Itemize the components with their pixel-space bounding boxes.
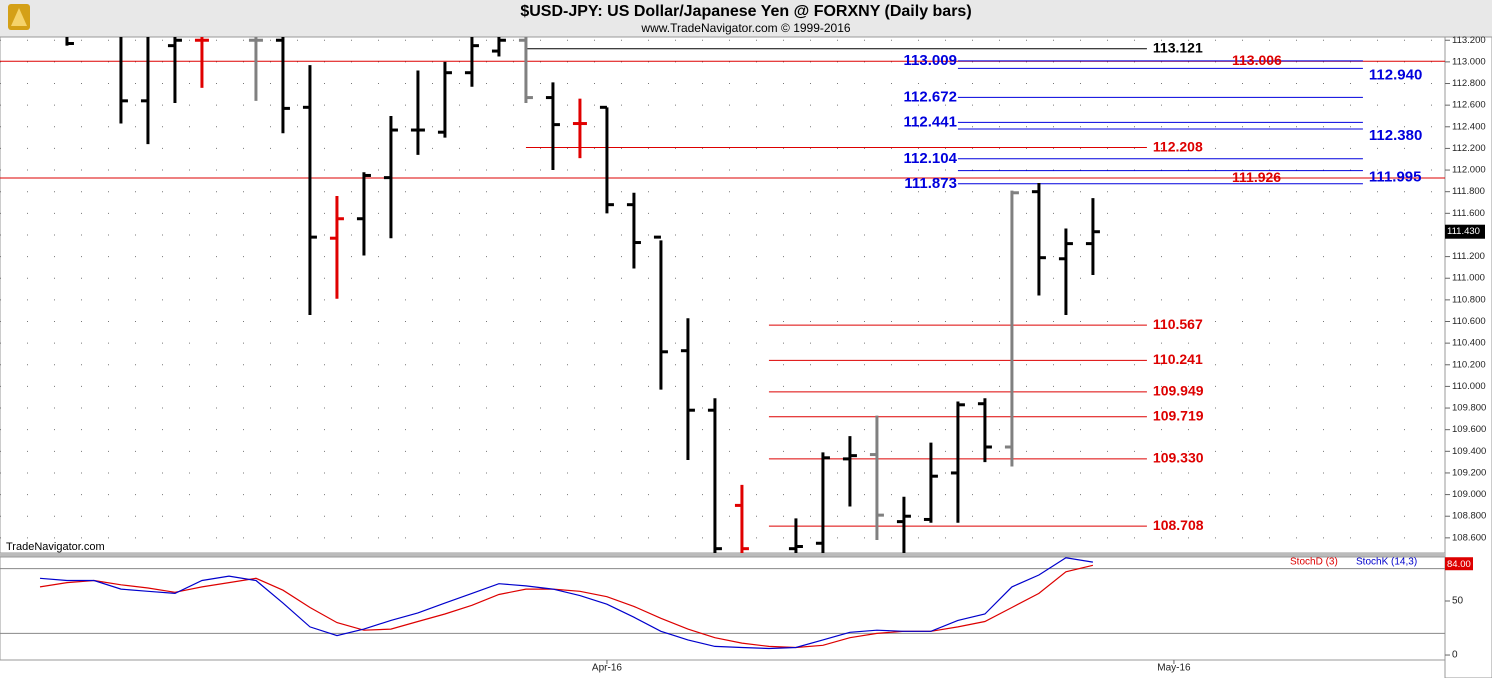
level-label: 112.380	[1369, 127, 1422, 144]
level-label: 109.949	[1153, 383, 1204, 399]
level-label: 111.873	[904, 175, 957, 192]
level-label: 113.009	[904, 52, 957, 69]
overlay: 113.200 113.000 112.800 112.600 112.400 112.2…	[592, 35, 1486, 674]
level-label: 108.708	[1153, 517, 1204, 533]
watermark: TradeNavigator.com	[6, 541, 105, 553]
level-label: 112.940	[1369, 66, 1422, 83]
y-tick-label: 112.400	[1452, 121, 1486, 132]
last-value-box	[1445, 557, 1473, 571]
level-label: 112.441	[904, 113, 957, 130]
y-tick-label: 111.000	[1452, 273, 1485, 284]
level-label: 112.104	[904, 150, 958, 167]
y-tick-label: 112.200	[1452, 143, 1486, 154]
y-tick-label: 111.800	[1452, 186, 1485, 197]
level-label: 112.208	[1153, 138, 1203, 154]
level-label: 109.330	[1153, 450, 1204, 466]
y-tick-label: 109.600	[1452, 424, 1486, 435]
header-band	[0, 0, 1492, 37]
x-tick-label: Apr-16	[592, 663, 622, 674]
y-tick-label: 113.000	[1452, 56, 1486, 67]
y-tick-label: 110.200	[1452, 359, 1486, 370]
logo	[8, 4, 30, 30]
price-plot	[0, 37, 1445, 553]
y-tick-label: 108.600	[1452, 532, 1486, 543]
y-tick-label: 113.200	[1452, 35, 1486, 46]
level-label: 110.241	[1153, 351, 1203, 367]
y-tick-label: 110.400	[1452, 338, 1486, 349]
x-tick-label: May-16	[1157, 663, 1191, 674]
level-label: 110.567	[1153, 316, 1203, 332]
y-tick-label: 111.600	[1452, 208, 1485, 219]
level-label: 109.719	[1153, 408, 1204, 424]
chart-subtitle: www.TradeNavigator.com © 1999-2016	[640, 21, 850, 35]
y-tick-label: 109.000	[1452, 489, 1486, 500]
last-price-box	[1445, 224, 1485, 239]
y-tick-label: 0	[1452, 650, 1458, 661]
right-axis	[1444, 36, 1492, 678]
price-panel	[0, 36, 1446, 554]
legend-label: StochK (14,3)	[1356, 557, 1417, 568]
last-value-label: 84.00	[1447, 559, 1471, 570]
stoch-panel	[0, 556, 1446, 661]
y-tick-label: 111.200	[1452, 251, 1485, 262]
last-price-label: 111.430	[1447, 226, 1480, 237]
y-tick-label: 110.600	[1452, 316, 1486, 327]
y-tick-label: 50	[1452, 596, 1464, 607]
y-tick-label: 108.800	[1452, 511, 1486, 522]
y-tick-label: 109.200	[1452, 467, 1486, 478]
level-label: 112.672	[904, 88, 957, 105]
y-tick-label: 109.400	[1452, 446, 1486, 457]
y-tick-label: 110.800	[1452, 294, 1486, 305]
stoch-line	[39, 557, 1093, 650]
chart-title: $USD-JPY: US Dollar/Japanese Yen @ FORXN…	[520, 3, 971, 20]
stoch-plot	[0, 557, 1445, 650]
y-tick-label: 112.600	[1452, 100, 1486, 111]
y-tick-label: 112.800	[1452, 78, 1486, 89]
legend-label: StochD (3)	[1290, 557, 1338, 568]
level-label: 111.926	[1232, 169, 1281, 185]
y-tick-label: 112.000	[1452, 165, 1486, 176]
panel-separator	[0, 553, 1445, 557]
level-label: 111.995	[1369, 169, 1422, 186]
y-tick-label: 109.800	[1452, 403, 1486, 414]
level-label: 113.121	[1153, 39, 1203, 55]
y-tick-label: 110.000	[1452, 381, 1486, 392]
level-label: 113.006	[1232, 52, 1282, 68]
